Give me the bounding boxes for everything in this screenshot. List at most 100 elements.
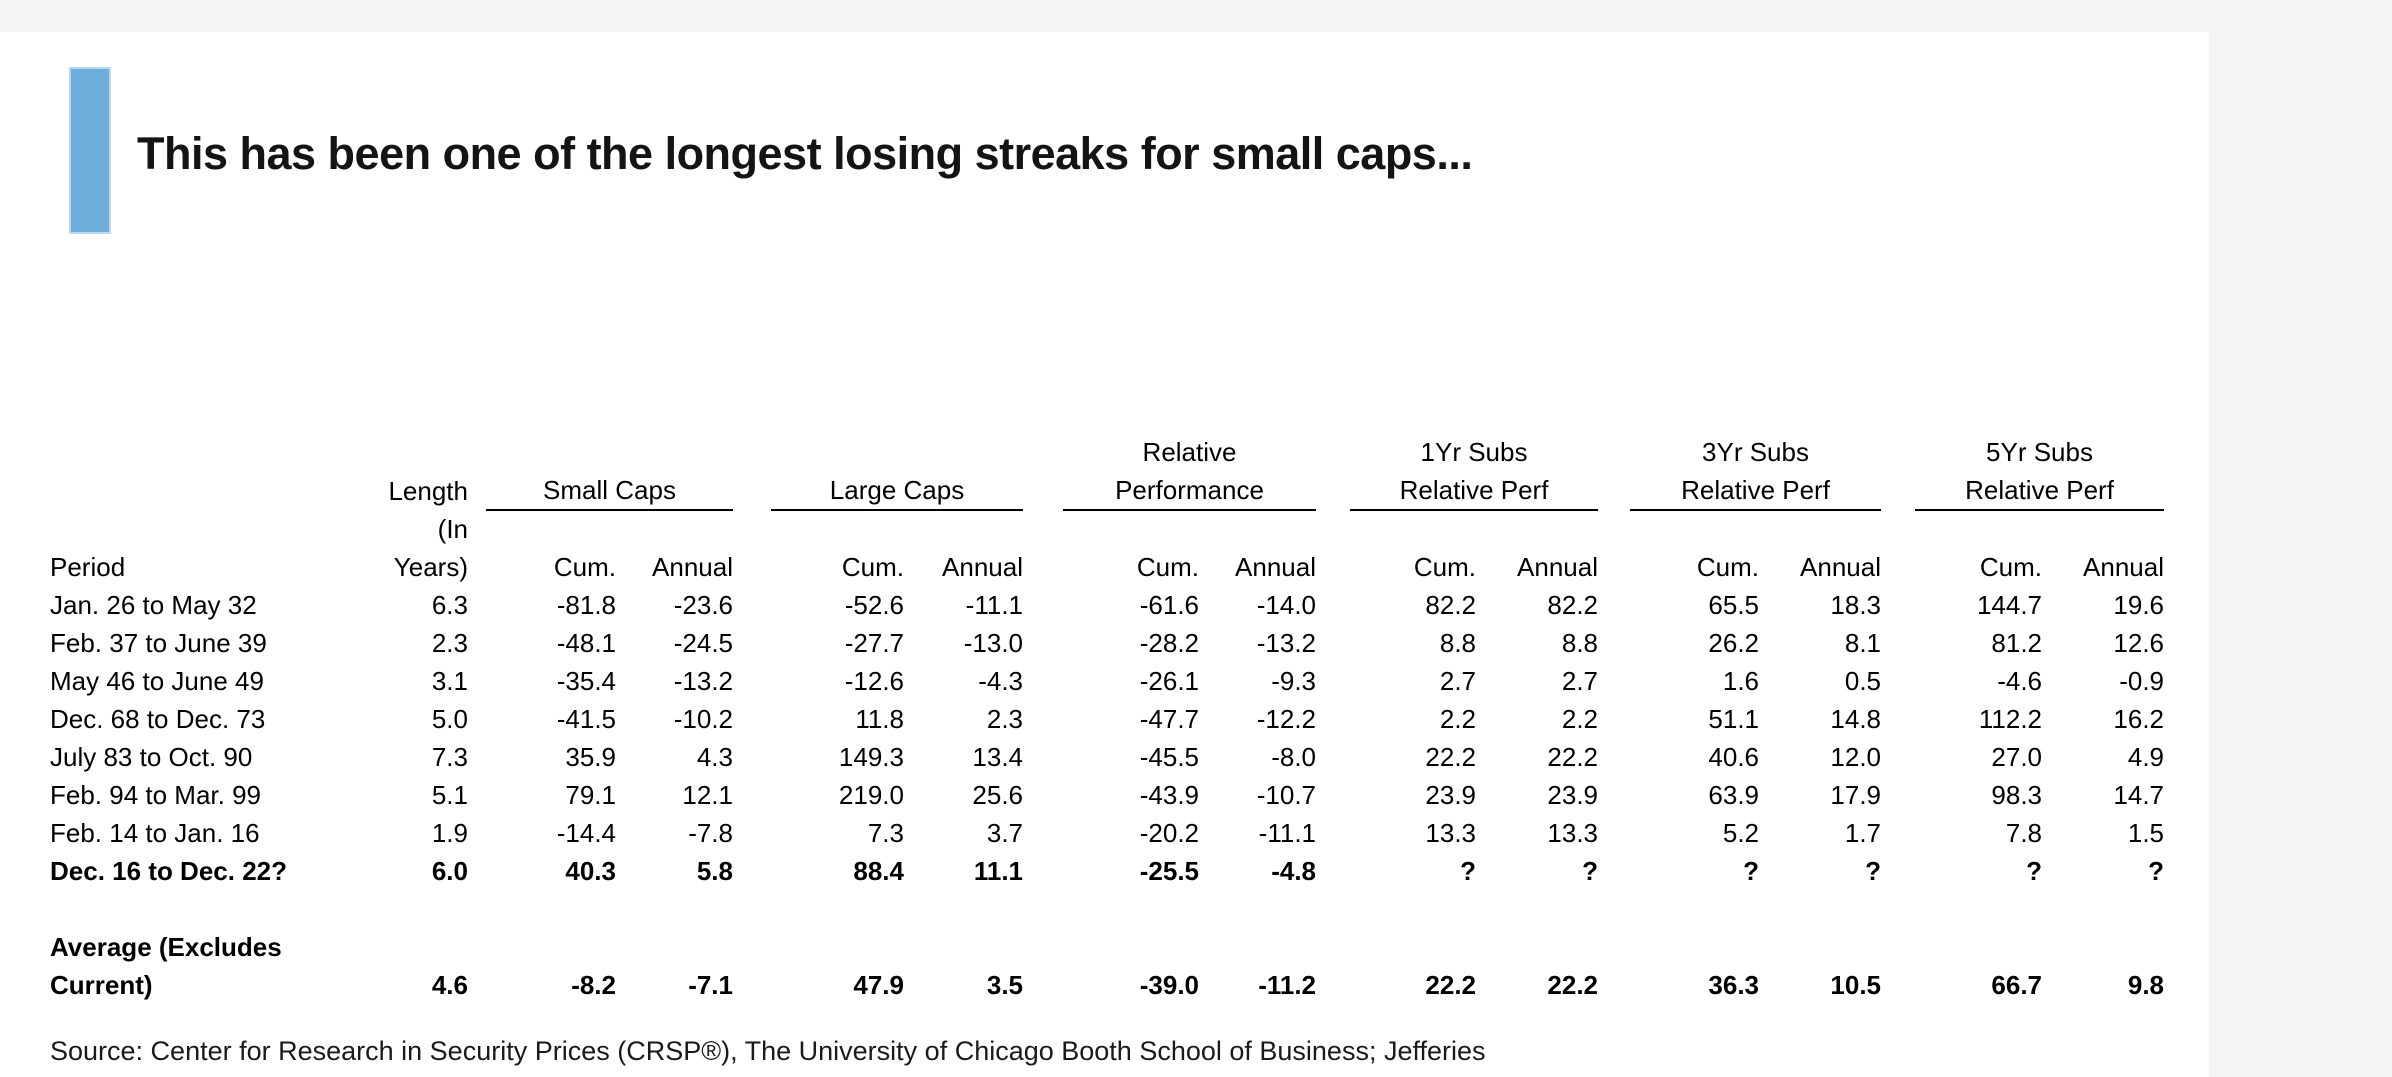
value-cell: -4.8 xyxy=(1271,856,1317,886)
gap xyxy=(1023,624,1063,662)
value-cell: 11.1 xyxy=(973,856,1024,886)
gap xyxy=(1023,700,1063,738)
gap xyxy=(1598,586,1630,624)
value-cell: 2.3 xyxy=(986,704,1024,734)
value-cell: 2.3 xyxy=(431,628,468,658)
group-header-label: 5Yr Subs xyxy=(1986,437,2093,467)
gap xyxy=(1316,548,1350,586)
value-cell: -10.7 xyxy=(1256,780,1317,810)
gap xyxy=(1023,738,1063,776)
value-cell: 40.3 xyxy=(565,856,616,886)
value-cell: 11.8 xyxy=(855,704,904,734)
value-cell: ? xyxy=(1865,856,1882,886)
col-header-relative-perf-annual: Annual xyxy=(1235,552,1317,582)
value-cell: 2.2 xyxy=(1561,704,1599,734)
value-cell: 144.7 xyxy=(1976,590,2043,620)
value-cell: -25.5 xyxy=(1139,856,1200,886)
value-cell: -12.2 xyxy=(1256,704,1317,734)
gap xyxy=(733,852,771,890)
average-value-cell: 4.6 xyxy=(431,970,468,1000)
value-cell: 98.3 xyxy=(1991,780,2043,810)
col-header-length: Length xyxy=(388,476,468,506)
spacer-cell xyxy=(50,510,340,548)
value-cell: 6.0 xyxy=(431,856,468,886)
average-value-cell: 10.5 xyxy=(1830,970,1882,1000)
col-header-1yr-annual: Annual xyxy=(1517,552,1599,582)
value-cell: -11.1 xyxy=(1258,818,1317,848)
value-cell: -47.7 xyxy=(1139,704,1200,734)
value-cell: 5.8 xyxy=(696,856,733,886)
value-cell: 18.3 xyxy=(1830,590,1882,620)
gap xyxy=(1316,624,1350,662)
value-cell: -23.6 xyxy=(673,590,733,620)
period-cell: Feb. 14 to Jan. 16 xyxy=(50,818,260,848)
table-row: July 83 to Oct. 90 7.3 35.9 4.3 149.3 13.4 -45… xyxy=(50,738,2164,776)
col-header-1yr-cum: Cum. xyxy=(1413,552,1477,582)
gap xyxy=(1598,738,1630,776)
gap xyxy=(1316,700,1350,738)
gap xyxy=(1598,433,1630,510)
value-cell: -7.8 xyxy=(688,818,733,848)
gap xyxy=(1023,814,1063,852)
value-cell: 25.6 xyxy=(972,780,1024,810)
value-cell: 82.2 xyxy=(1425,590,1477,620)
col-header-large-caps-cum: Cum. xyxy=(841,552,904,582)
gap xyxy=(1881,662,1915,700)
value-cell: -45.5 xyxy=(1139,742,1200,772)
col-header-3yr-annual: Annual xyxy=(1800,552,1882,582)
value-cell: 3.7 xyxy=(986,818,1024,848)
value-cell: 1.7 xyxy=(1844,818,1882,848)
gap xyxy=(1023,586,1063,624)
group-header-3yr-subs-relative-perf: 3Yr Subs Relative Perf xyxy=(1630,433,1882,511)
group-header-label: 3Yr Subs xyxy=(1702,437,1809,467)
value-cell: ? xyxy=(1743,856,1760,886)
gap xyxy=(468,928,486,1004)
group-header-label: Relative Perf xyxy=(1681,475,1830,505)
average-value-cell: -7.1 xyxy=(688,970,733,1000)
value-cell: 51.1 xyxy=(1708,704,1760,734)
sub-header-row: Period Years) Cum. Annual Cum. Annual Cu… xyxy=(50,548,2164,586)
value-cell: -9.3 xyxy=(1271,666,1317,696)
average-value-cell: -39.0 xyxy=(1139,970,1200,1000)
value-cell: 27.0 xyxy=(1991,742,2043,772)
col-header-length-line3: Years) xyxy=(393,552,468,582)
value-cell: 7.3 xyxy=(431,742,468,772)
average-value-cell: 47.9 xyxy=(853,970,904,1000)
gap xyxy=(733,548,771,586)
gap xyxy=(1023,776,1063,814)
table-row: Feb. 94 to Mar. 99 5.1 79.1 12.1 219.0 25.6 -4… xyxy=(50,776,2164,814)
value-cell: 22.2 xyxy=(1425,742,1477,772)
gap xyxy=(1881,433,1915,510)
gap xyxy=(1881,586,1915,624)
value-cell: 0.5 xyxy=(1844,666,1882,696)
period-cell: Dec. 68 to Dec. 73 xyxy=(50,704,266,734)
gap xyxy=(733,738,771,776)
period-header-spacer xyxy=(50,433,340,510)
value-cell: 19.6 xyxy=(2113,590,2165,620)
gap xyxy=(1316,433,1350,510)
value-cell: 8.8 xyxy=(1561,628,1599,658)
group-header-label: Small Caps xyxy=(543,475,676,505)
average-value-cell: 22.2 xyxy=(1547,970,1599,1000)
value-cell: 13.4 xyxy=(972,742,1024,772)
group-header-label: Relative Perf xyxy=(1399,475,1549,505)
value-cell: -14.4 xyxy=(556,818,616,848)
average-value-cell: 66.7 xyxy=(1991,970,2043,1000)
value-cell: -26.1 xyxy=(1139,666,1200,696)
value-cell: -12.6 xyxy=(844,666,904,696)
group-header-1yr-subs-relative-perf: 1Yr Subs Relative Perf xyxy=(1350,433,1599,511)
value-cell: 65.5 xyxy=(1708,590,1760,620)
value-cell: -8.0 xyxy=(1271,742,1317,772)
col-header-3yr-cum: Cum. xyxy=(1696,552,1760,582)
gap xyxy=(468,624,486,662)
value-cell: 12.6 xyxy=(2113,628,2165,658)
average-label-line: Current) xyxy=(50,970,153,1000)
value-cell: 14.8 xyxy=(1830,704,1882,734)
value-cell: -11.1 xyxy=(965,590,1024,620)
group-header-row: Length Small Caps Large Caps Relative Pe… xyxy=(50,433,2165,511)
period-cell: May 46 to June 49 xyxy=(50,666,264,696)
group-header-5yr-subs-relative-perf: 5Yr Subs Relative Perf xyxy=(1915,433,2165,511)
gap xyxy=(468,738,486,776)
gap xyxy=(1598,928,1630,1004)
value-cell: -13.2 xyxy=(673,666,733,696)
